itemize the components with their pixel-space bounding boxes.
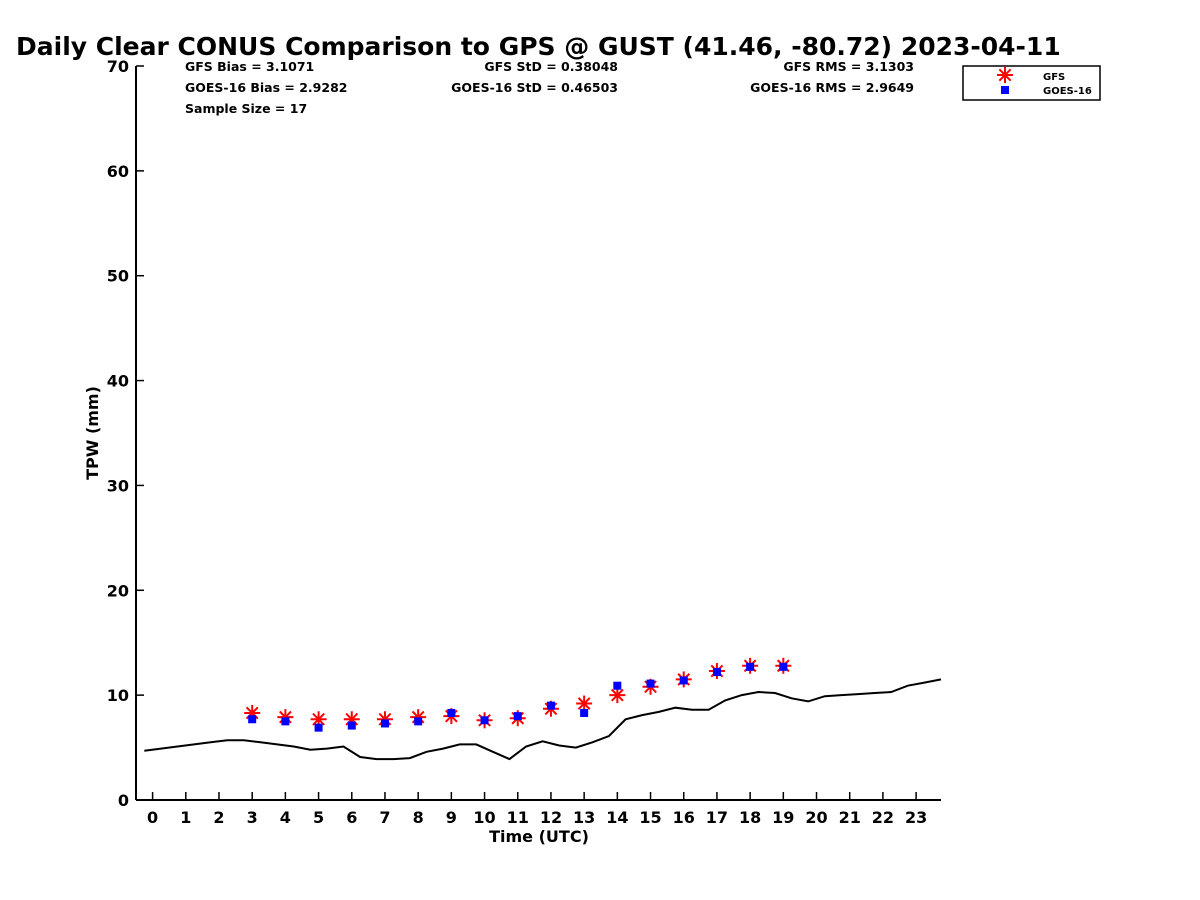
x-tick-label: 23 [905, 808, 927, 827]
x-tick-label: 18 [739, 808, 761, 827]
x-tick-label: 16 [673, 808, 695, 827]
x-tick-label: 7 [379, 808, 390, 827]
x-tick-label: 4 [280, 808, 291, 827]
legend-gfs-marker [997, 67, 1013, 83]
goes-point [779, 662, 788, 671]
stat-gfs-rms: GFS RMS = 3.1303 [783, 59, 914, 74]
stat-goes-bias: GOES-16 Bias = 2.9282 [185, 80, 347, 95]
stat-sample-size: Sample Size = 17 [185, 101, 307, 116]
y-tick-label: 30 [107, 476, 129, 495]
legend-box [962, 65, 1101, 101]
x-tick-label: 0 [147, 808, 158, 827]
stat-gfs-std: GFS StD = 0.38048 [484, 59, 618, 74]
x-tick-label: 12 [540, 808, 562, 827]
gfs-point [609, 687, 626, 704]
y-tick-label: 10 [107, 686, 129, 705]
goes-point [712, 668, 721, 677]
plot-area [144, 657, 942, 761]
x-tick-label: 21 [839, 808, 861, 827]
x-tick-label: 20 [805, 808, 827, 827]
stat-goes-std: GOES-16 StD = 0.46503 [451, 80, 618, 95]
y-tick-label: 0 [118, 791, 129, 810]
goes-point [679, 676, 688, 685]
goes-point [281, 717, 290, 726]
ticks: 0 1 2 3 4 5 6 7 8 9 10 11 12 13 14 15 16 17 18 19 20 21 22 2301… [107, 57, 928, 827]
goes-point [314, 723, 323, 732]
goes-point [746, 662, 755, 671]
goes-point [613, 681, 622, 690]
legend-gfs-label: GFS [1043, 72, 1065, 83]
goes-point [347, 721, 356, 730]
x-tick-label: 3 [247, 808, 258, 827]
goes-point [380, 719, 389, 728]
axes [135, 66, 941, 801]
x-tick-label: 11 [507, 808, 529, 827]
x-axis-label: Time (UTC) [489, 827, 589, 846]
legend: GFS GOES-16 [962, 65, 1101, 101]
asterisk-stroke [998, 68, 1012, 82]
legend-goes-marker [1001, 86, 1009, 94]
x-tick-label: 9 [446, 808, 457, 827]
y-tick-label: 50 [107, 267, 129, 286]
x-tick-label: 13 [573, 808, 595, 827]
stat-goes-rms: GOES-16 RMS = 2.9649 [750, 80, 914, 95]
gps-line [144, 678, 942, 761]
y-tick-label: 20 [107, 581, 129, 600]
goes-point [447, 708, 456, 717]
legend-gfs-asterisk [997, 67, 1013, 83]
asterisk-stroke [577, 697, 591, 710]
stat-gfs-bias: GFS Bias = 3.1071 [185, 59, 314, 74]
x-tick-label: 15 [639, 808, 661, 827]
x-tick-label: 8 [413, 808, 424, 827]
goes-point [414, 717, 423, 726]
y-tick-label: 40 [107, 372, 129, 391]
legend-goes-label: GOES-16 [1043, 86, 1092, 97]
y-axis-label: TPW (mm) [83, 386, 102, 480]
x-tick-label: 22 [872, 808, 894, 827]
goes-point [546, 701, 555, 710]
x-tick-label: 2 [213, 808, 224, 827]
x-tick-label: 17 [706, 808, 728, 827]
y-tick-label: 60 [107, 162, 129, 181]
goes-point [513, 712, 522, 721]
goes-point [646, 679, 655, 688]
y-tick-label: 70 [107, 57, 129, 76]
x-tick-label: 14 [606, 808, 628, 827]
goes-point [580, 708, 589, 717]
goes-point [248, 715, 257, 724]
asterisk-stroke [610, 688, 624, 702]
x-tick-label: 5 [313, 808, 324, 827]
chart-title: Daily Clear CONUS Comparison to GPS @ GU… [16, 32, 1061, 61]
x-tick-label: 19 [772, 808, 794, 827]
gfs-point [576, 695, 593, 712]
x-tick-label: 10 [473, 808, 495, 827]
asterisk-stroke [312, 712, 325, 726]
x-tick-label: 1 [180, 808, 191, 827]
x-tick-label: 6 [346, 808, 357, 827]
goes-point [480, 716, 489, 725]
